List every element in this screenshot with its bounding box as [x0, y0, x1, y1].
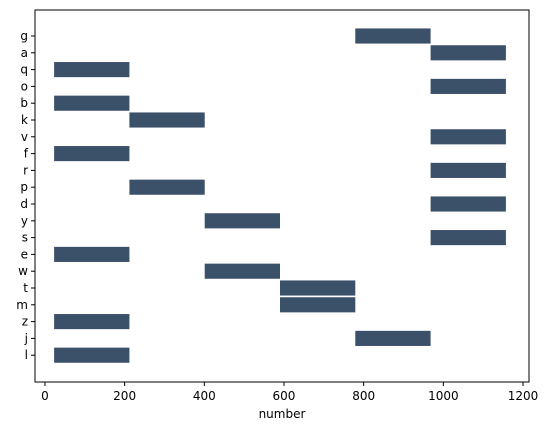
bar-y: [204, 213, 281, 229]
y-tick-label-g: g: [20, 29, 28, 43]
bar-z: [54, 314, 130, 330]
y-tick-label-z: z: [22, 315, 28, 329]
bar-o: [430, 78, 506, 94]
bar-p: [129, 179, 205, 195]
bar-l: [54, 347, 130, 363]
y-tick-label-a: a: [21, 46, 28, 60]
y-tick-label-o: o: [21, 79, 28, 93]
y-tick-label-b: b: [20, 96, 28, 110]
bar-e: [54, 246, 130, 262]
bar-r: [430, 162, 506, 178]
y-tick-label-r: r: [23, 163, 28, 177]
plot-frame: [34, 9, 530, 383]
x-tick-label: 800: [352, 389, 375, 403]
x-tick-label: 1000: [428, 389, 459, 403]
bar-k: [129, 112, 205, 128]
bar-g: [355, 28, 431, 44]
bar-m: [280, 297, 356, 313]
bar-q: [54, 62, 130, 78]
y-tick-label-l: l: [25, 348, 28, 362]
y-tick-label-t: t: [23, 281, 28, 295]
y-tick-label-j: j: [24, 331, 28, 345]
bar-j: [355, 330, 431, 346]
bar-v: [430, 129, 506, 145]
x-tick-label: 600: [273, 389, 296, 403]
y-tick-label-q: q: [20, 63, 28, 77]
y-tick-label-d: d: [20, 197, 28, 211]
x-axis: 0 200 400 600 800 1000 1200: [41, 382, 538, 403]
bar-b: [54, 95, 130, 111]
y-tick-label-k: k: [21, 113, 28, 127]
y-tick-label-p: p: [20, 180, 28, 194]
x-tick-label: 200: [113, 389, 136, 403]
x-tick-label: 0: [41, 389, 49, 403]
bar-d: [430, 196, 506, 212]
x-axis-label: number: [259, 407, 306, 421]
y-tick-label-v: v: [21, 130, 28, 144]
y-tick-label-f: f: [24, 147, 29, 161]
bar-f: [54, 146, 130, 162]
y-tick-label-m: m: [16, 298, 28, 312]
bar-s: [430, 230, 506, 246]
y-tick-label-y: y: [21, 214, 28, 228]
bar-a: [430, 45, 506, 61]
y-tick-label-s: s: [22, 231, 28, 245]
x-tick-label: 1200: [508, 389, 539, 403]
y-tick-label-w: w: [18, 264, 28, 278]
y-tick-label-e: e: [21, 247, 28, 261]
bars-layer: [54, 28, 506, 363]
bar-t: [280, 280, 356, 296]
bar-w: [204, 263, 281, 279]
x-tick-label: 400: [193, 389, 216, 403]
